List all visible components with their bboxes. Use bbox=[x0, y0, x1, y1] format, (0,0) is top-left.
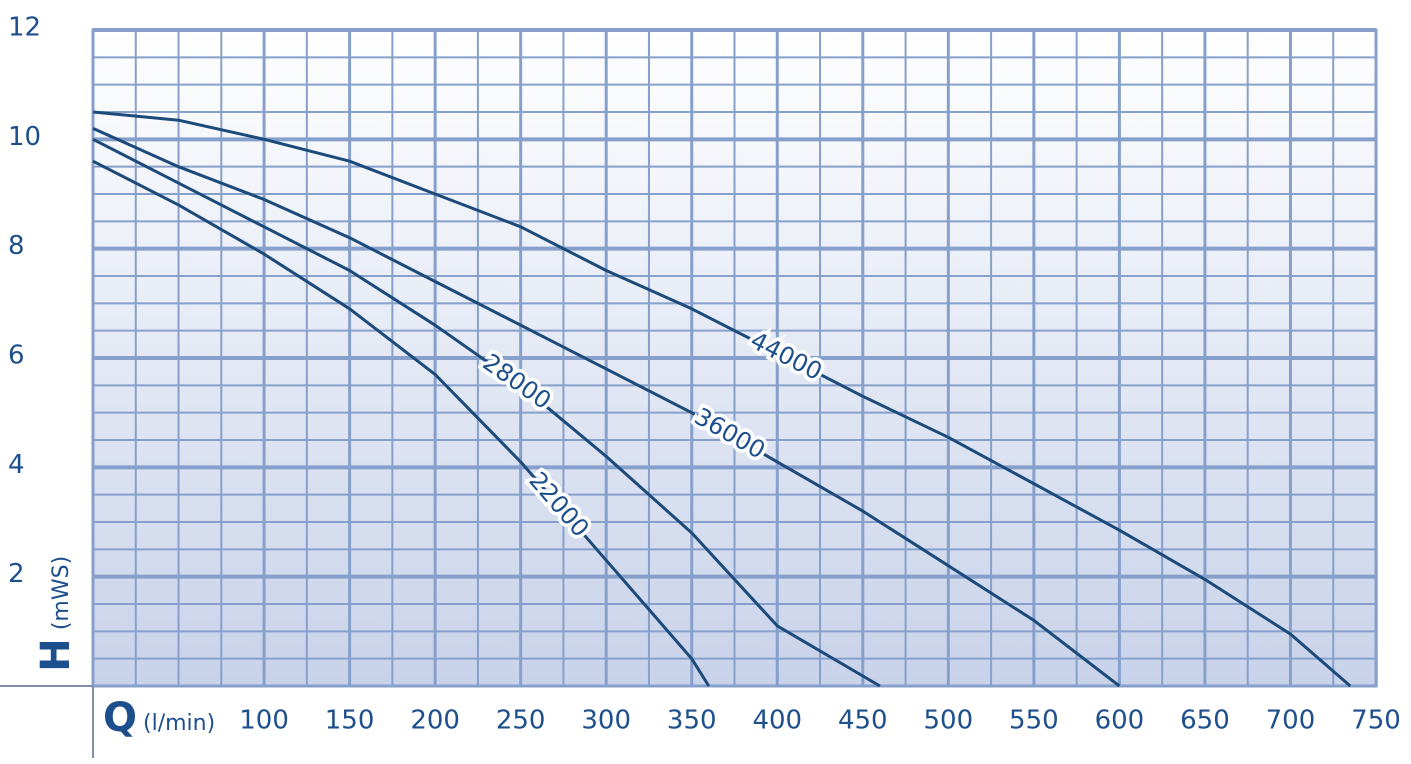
y-axis-label: H bbox=[33, 638, 79, 671]
y-axis-unit: (mWS) bbox=[49, 556, 74, 630]
x-tick-label: 250 bbox=[496, 706, 546, 736]
x-tick-label: 300 bbox=[581, 706, 631, 736]
x-tick-label: 750 bbox=[1351, 706, 1401, 736]
pump-curve bbox=[92, 127, 1121, 688]
y-tick-label: 12 bbox=[8, 13, 41, 43]
x-tick-label: 600 bbox=[1095, 706, 1145, 736]
x-axis-label: Q bbox=[103, 695, 137, 741]
pump-curve bbox=[92, 110, 1352, 688]
pump-curve bbox=[92, 137, 881, 688]
x-tick-label: 550 bbox=[1009, 706, 1059, 736]
x-tick-label: 500 bbox=[924, 706, 974, 736]
x-tick-label: 200 bbox=[410, 706, 460, 736]
y-tick-label: 2 bbox=[8, 559, 25, 589]
x-tick-label: 700 bbox=[1266, 706, 1316, 736]
x-tick-label: 100 bbox=[239, 706, 289, 736]
pump-curve bbox=[92, 159, 711, 687]
y-tick-label: 4 bbox=[8, 450, 25, 480]
plot-border bbox=[91, 28, 1378, 688]
x-tick-label: 450 bbox=[838, 706, 888, 736]
x-tick-label: 650 bbox=[1180, 706, 1230, 736]
x-axis-unit: (l/min) bbox=[143, 711, 215, 736]
y-tick-label: 6 bbox=[8, 341, 25, 371]
x-tick-label: 150 bbox=[325, 706, 375, 736]
y-tick-label: 10 bbox=[8, 122, 41, 152]
x-tick-label: 350 bbox=[667, 706, 717, 736]
x-tick-label: 400 bbox=[752, 706, 802, 736]
y-tick-label: 8 bbox=[8, 231, 25, 261]
